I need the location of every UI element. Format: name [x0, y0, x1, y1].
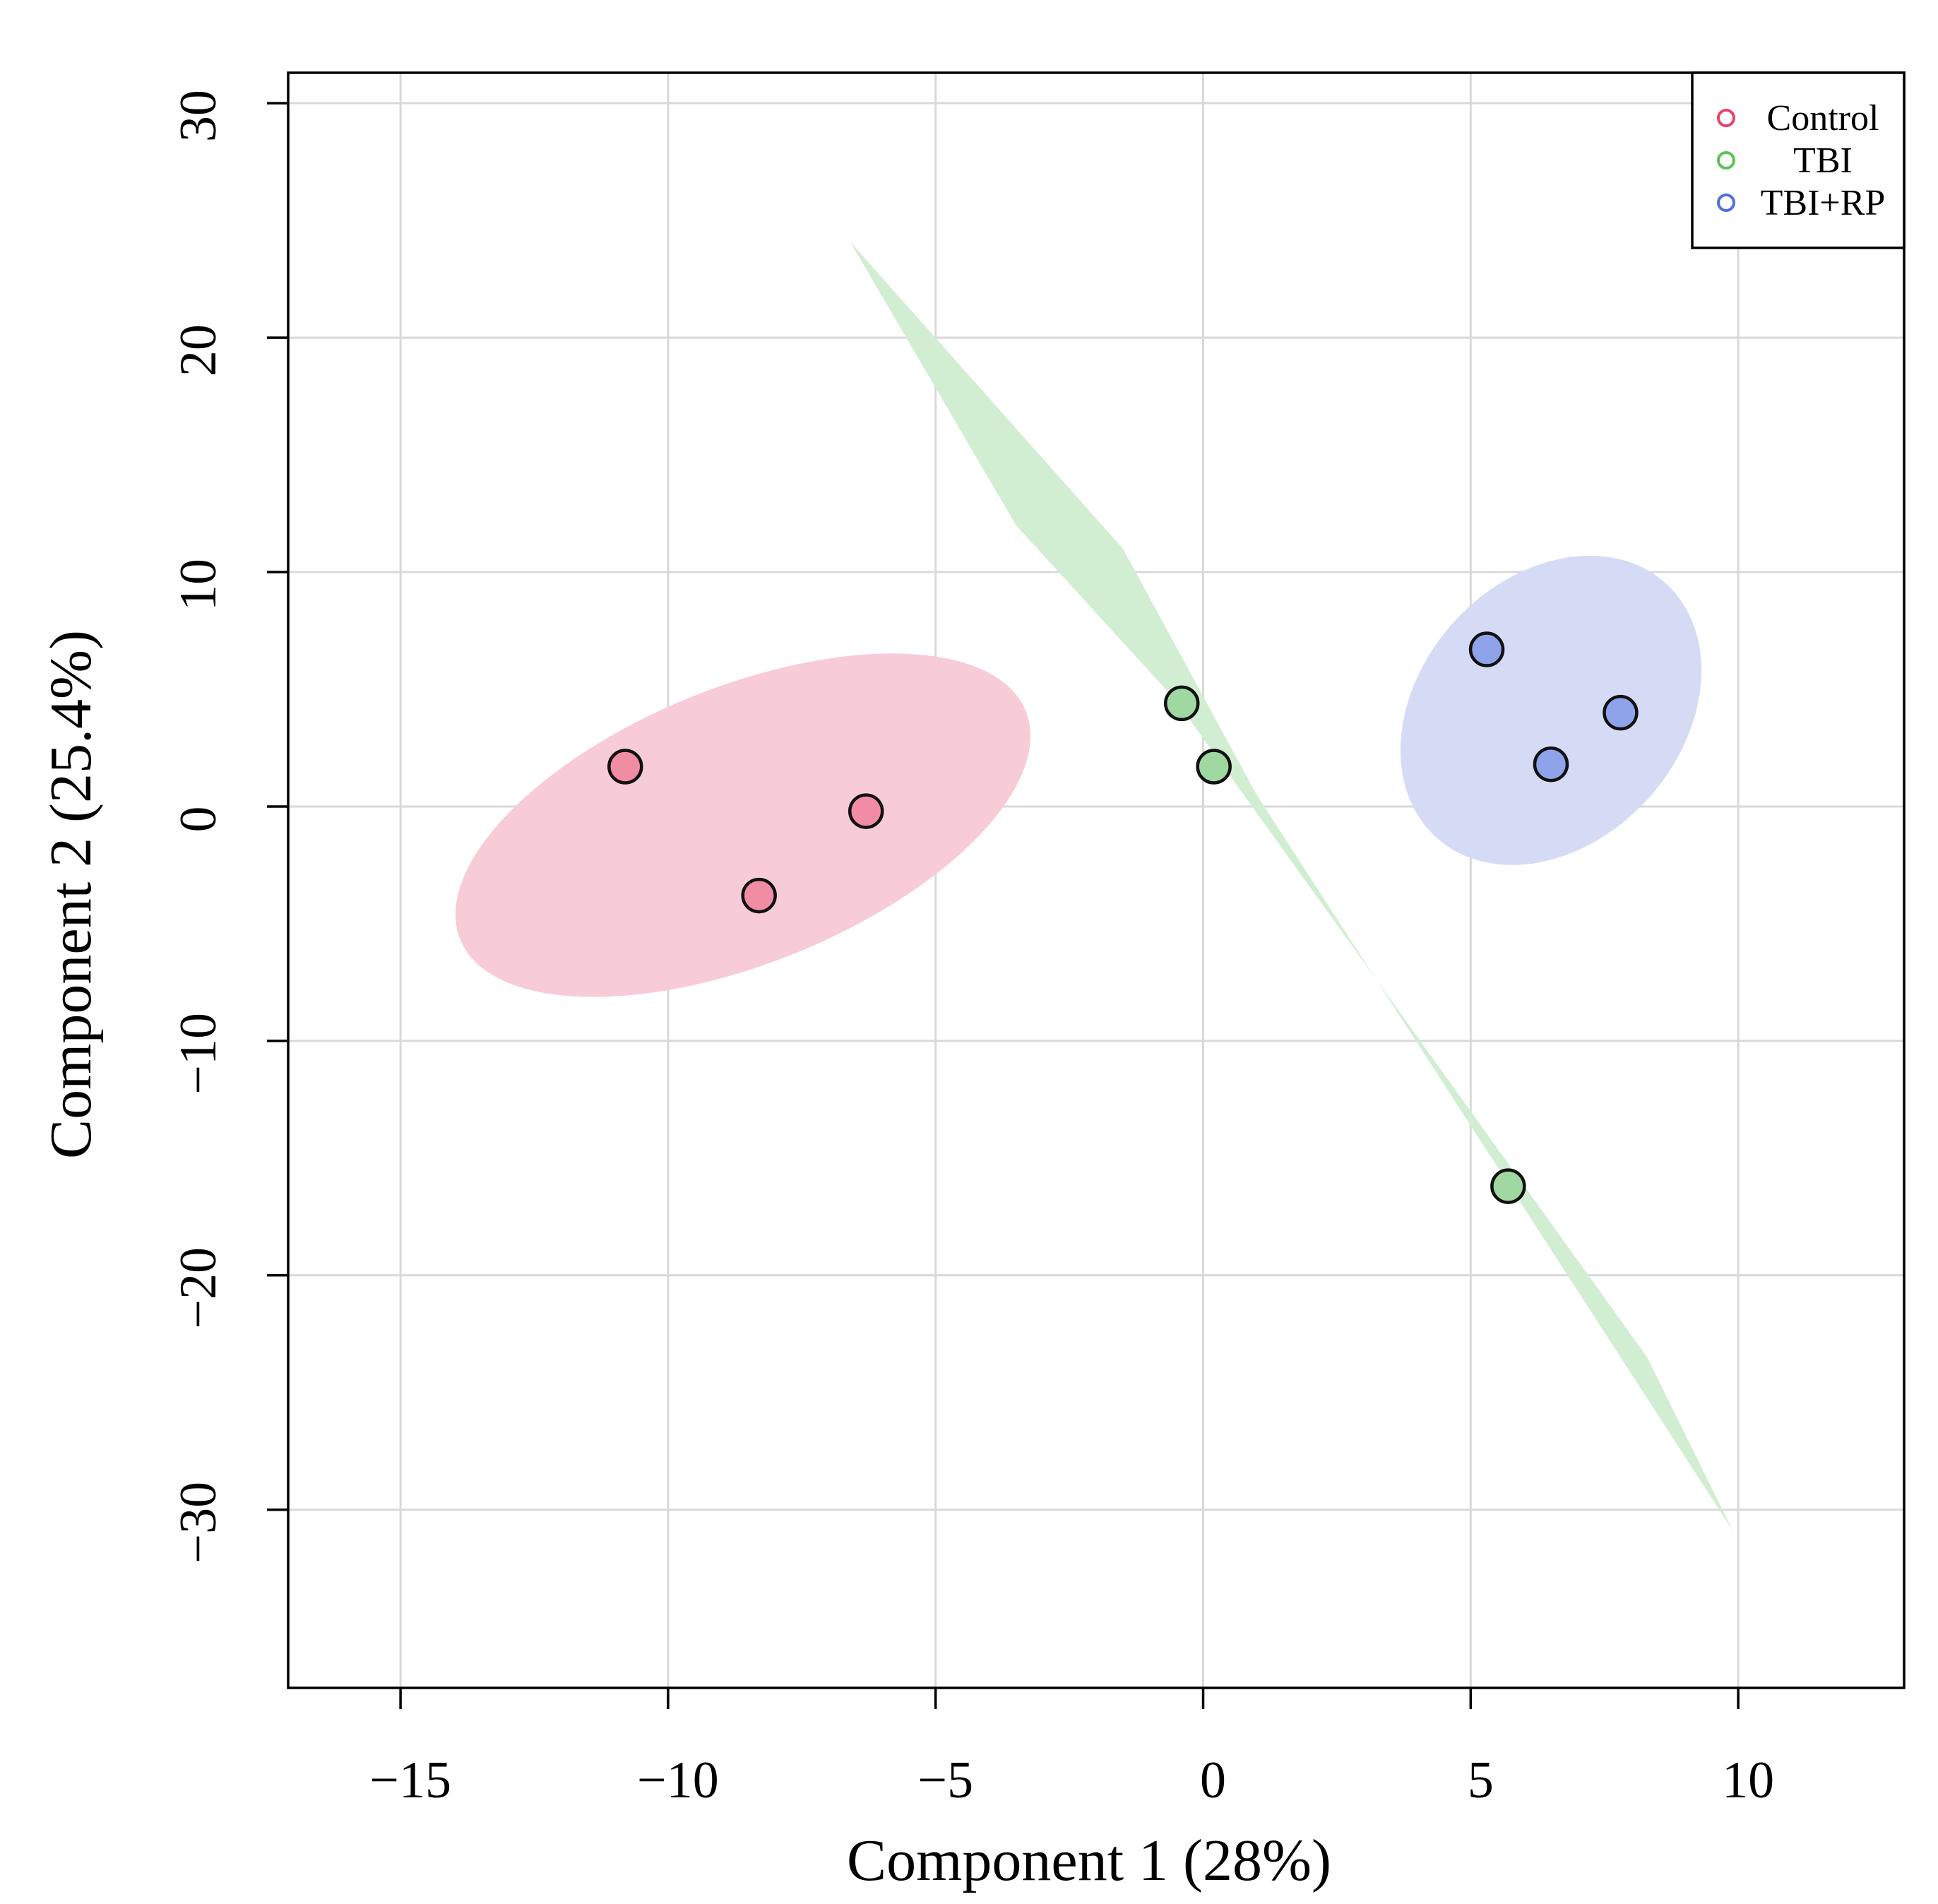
tbi-point — [1163, 685, 1200, 722]
control-legend-label: Control — [1767, 98, 1879, 138]
tbi-rp-legend-label: TBI+RP — [1761, 183, 1886, 223]
tbi-point — [1196, 749, 1232, 785]
x-tick-label: −5 — [917, 1751, 973, 1809]
y-tick-label: 30 — [170, 90, 227, 142]
tbi-rp-point — [1468, 631, 1505, 667]
tbi-point — [1490, 1168, 1526, 1204]
tbi-rp-confidence-ellipse — [1400, 555, 1702, 865]
control-point — [607, 749, 643, 785]
tbi-rp-point — [1533, 746, 1569, 783]
control-legend-marker — [1717, 109, 1735, 127]
y-tick-label: −10 — [170, 1013, 227, 1095]
y-tick-label: −20 — [170, 1247, 227, 1329]
x-tick-label: 5 — [1468, 1751, 1494, 1809]
confidence-regions — [455, 241, 1733, 1531]
tbi-rp-legend-marker — [1717, 194, 1735, 212]
x-tick-label: −15 — [369, 1751, 451, 1809]
y-tick-label: 0 — [170, 806, 227, 832]
y-tick-label: −30 — [170, 1482, 227, 1564]
x-tick-label: 10 — [1722, 1751, 1774, 1809]
data-points — [607, 631, 1639, 1204]
x-axis-title: Component 1 (28%) — [847, 1828, 1331, 1893]
y-tick-label: 10 — [170, 559, 227, 611]
tbi-confidence-region — [850, 241, 1733, 1531]
x-tick-label: −10 — [637, 1751, 719, 1809]
y-axis-title: Component 2 (25.4%) — [38, 630, 104, 1159]
control-confidence-ellipse — [455, 653, 1031, 997]
tbi-legend-marker — [1717, 151, 1735, 169]
control-point — [741, 877, 777, 914]
y-axis-ticks: −30 −20 −10 0 10 20 30 — [170, 90, 288, 1564]
tbi-legend-label: TBI — [1793, 141, 1853, 181]
tbi-rp-point — [1603, 694, 1639, 731]
x-axis-ticks: −15 −10 −5 0 5 10 — [369, 1688, 1774, 1809]
y-tick-label: 20 — [170, 324, 227, 376]
legend-box — [1691, 71, 1906, 249]
plot-frame — [287, 71, 1906, 1689]
control-point — [848, 793, 884, 829]
x-tick-label: 0 — [1200, 1751, 1226, 1809]
